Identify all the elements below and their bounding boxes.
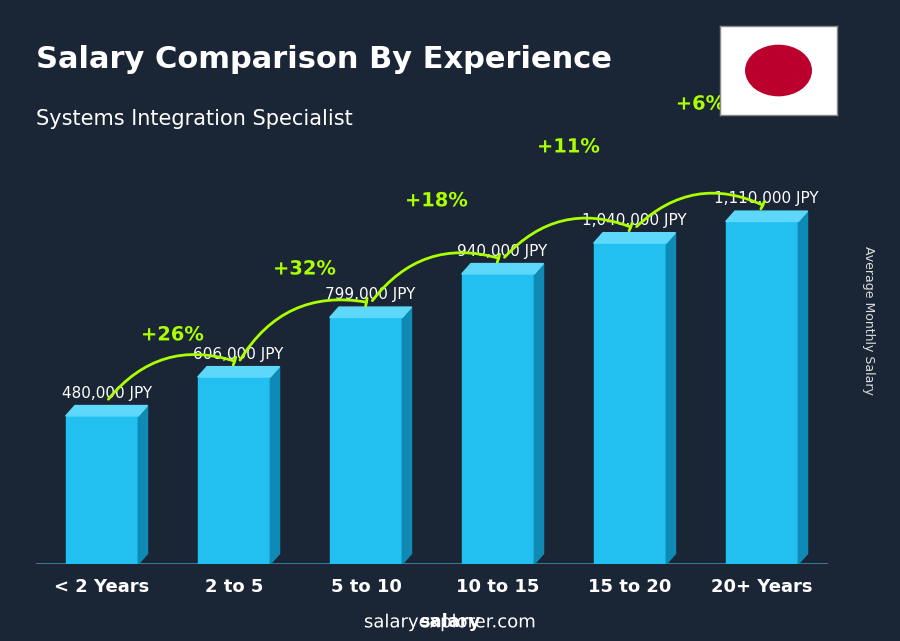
Polygon shape	[594, 233, 676, 243]
Polygon shape	[329, 307, 411, 317]
Circle shape	[746, 46, 811, 96]
Text: +26%: +26%	[141, 326, 204, 344]
Bar	[462, 274, 535, 564]
Polygon shape	[66, 406, 148, 416]
Text: 606,000 JPY: 606,000 JPY	[194, 347, 284, 362]
Text: Systems Integration Specialist: Systems Integration Specialist	[36, 109, 353, 129]
Polygon shape	[139, 406, 148, 564]
Bar	[198, 377, 270, 564]
Text: 1,040,000 JPY: 1,040,000 JPY	[582, 213, 687, 228]
Polygon shape	[666, 233, 676, 564]
Polygon shape	[402, 307, 411, 564]
Text: Average Monthly Salary: Average Monthly Salary	[862, 246, 875, 395]
Text: Salary Comparison By Experience: Salary Comparison By Experience	[36, 45, 612, 74]
Bar	[329, 317, 402, 564]
Text: +18%: +18%	[405, 191, 468, 210]
Text: 799,000 JPY: 799,000 JPY	[326, 287, 416, 302]
Text: 940,000 JPY: 940,000 JPY	[457, 244, 548, 258]
Polygon shape	[535, 263, 544, 564]
Text: +32%: +32%	[273, 260, 337, 279]
Polygon shape	[725, 211, 807, 222]
Polygon shape	[462, 263, 544, 274]
Text: 1,110,000 JPY: 1,110,000 JPY	[715, 191, 819, 206]
Text: salary: salary	[419, 613, 481, 631]
Text: +6%: +6%	[676, 95, 725, 113]
Bar	[594, 243, 666, 564]
Text: 480,000 JPY: 480,000 JPY	[61, 385, 152, 401]
Polygon shape	[798, 211, 807, 564]
Polygon shape	[198, 367, 280, 377]
Bar	[725, 222, 798, 564]
Text: salaryexplorer.com: salaryexplorer.com	[364, 613, 536, 631]
Text: +11%: +11%	[537, 137, 600, 156]
Bar	[66, 416, 139, 564]
Polygon shape	[270, 367, 280, 564]
